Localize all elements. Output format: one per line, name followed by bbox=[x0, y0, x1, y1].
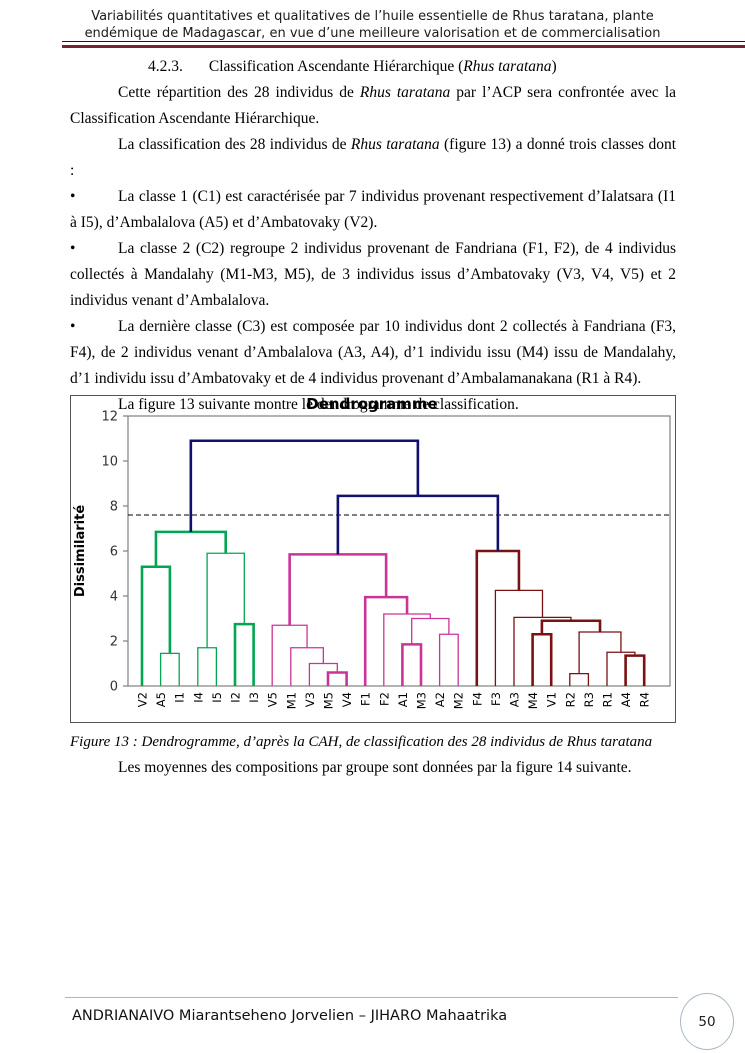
leaf-label: M1 bbox=[284, 692, 298, 709]
leaf-label: M2 bbox=[452, 692, 466, 709]
paragraph-classes: La classification des 28 individus de Rh… bbox=[70, 136, 676, 179]
y-tick-label: 10 bbox=[101, 455, 118, 470]
leaf-label: R2 bbox=[563, 692, 577, 707]
leaf-label: A1 bbox=[396, 692, 410, 707]
dendrogram-branch bbox=[531, 632, 553, 686]
leaf-label: M3 bbox=[415, 692, 429, 709]
leaf-label: I4 bbox=[191, 692, 205, 703]
leaf-label: V5 bbox=[266, 692, 280, 707]
dendrogram-figure: 0 2 4 6 8 10 12 Dendrogramme Dissimilarité V2 A5 I1… bbox=[70, 395, 676, 723]
plot-border bbox=[127, 415, 671, 687]
section-heading: 4.2.3. Classification Ascendante Hiérarch… bbox=[148, 54, 676, 80]
leaf-label: A4 bbox=[619, 692, 633, 707]
leaf-label: A5 bbox=[154, 692, 168, 707]
paragraph-figure-lead: La figure 13 suivante montre le dendrogr… bbox=[118, 396, 519, 413]
dendrogram-branch bbox=[624, 654, 646, 686]
leaf-label: R1 bbox=[601, 692, 615, 707]
footer-divider bbox=[65, 997, 678, 998]
leaf-label: F4 bbox=[470, 692, 484, 706]
dendrogram-branch bbox=[475, 549, 521, 686]
dendrogram-branch bbox=[288, 553, 388, 626]
paragraph-intro: Cette répartition des 28 individus de Rh… bbox=[70, 84, 677, 127]
dendrogram-branch bbox=[159, 652, 180, 686]
leaf-label: F3 bbox=[489, 692, 503, 706]
dendrogram-branch bbox=[290, 647, 324, 686]
page-number-badge: 50 bbox=[680, 993, 734, 1050]
footer-author: ANDRIANAIVO Miarantseheno Jorvelien – JI… bbox=[72, 1008, 508, 1024]
dendrogram-branch bbox=[569, 672, 590, 686]
header-rule-thin bbox=[62, 41, 745, 42]
bullet-class-2-text: La classe 2 (C2) regroupe 2 individus pr… bbox=[70, 240, 676, 309]
header-rule-thick bbox=[62, 45, 745, 49]
y-tick-label: 2 bbox=[110, 635, 118, 650]
dendrogram-branch bbox=[197, 647, 218, 686]
figure-caption: Figure 13 : Dendrogramme, d’après la CAH… bbox=[70, 734, 653, 750]
leaf-label: V4 bbox=[340, 692, 354, 707]
bullet-class-3: • La dernière classe (C3) est composée pa… bbox=[70, 314, 676, 392]
y-tick-label: 4 bbox=[110, 590, 118, 605]
leaf-label: I5 bbox=[210, 692, 224, 703]
header-line-1: Variabilités quantitatives et qualitativ… bbox=[91, 9, 654, 24]
y-tick-label: 6 bbox=[110, 545, 118, 560]
dendrogram-branch bbox=[363, 595, 409, 686]
leaf-label: I3 bbox=[247, 692, 261, 703]
leaf-label: I1 bbox=[173, 692, 187, 703]
dendrogram-branch bbox=[189, 439, 420, 532]
page-number: 50 bbox=[698, 1013, 716, 1030]
dendrogram-branch bbox=[383, 613, 431, 686]
leaf-label: R3 bbox=[582, 692, 596, 707]
bullet-class-1: • La classe 1 (C1) est caractérisée par 7… bbox=[70, 184, 676, 236]
leaf-label: V2 bbox=[136, 692, 150, 707]
dendrogram-branch bbox=[271, 624, 308, 686]
leaf-label: F1 bbox=[359, 692, 373, 706]
dendrogram-branch bbox=[308, 662, 338, 686]
section-title: Classification Ascendante Hiérarchique (… bbox=[208, 58, 557, 75]
leaf-label: R4 bbox=[638, 692, 652, 707]
dendrogram-branch bbox=[233, 622, 255, 686]
leaf-label: I2 bbox=[229, 692, 243, 703]
dendrogram-branch bbox=[336, 494, 500, 555]
dendrogram-branch bbox=[140, 565, 172, 686]
y-tick-label: 0 bbox=[110, 680, 118, 695]
dendrogram-branch bbox=[206, 552, 245, 648]
bullet-class-1-text: La classe 1 (C1) est caractérisée par 7 … bbox=[70, 188, 676, 231]
running-header: Variabilités quantitatives et qualitativ… bbox=[0, 8, 745, 42]
leaf-label: M5 bbox=[322, 692, 336, 709]
bullet-class-2: • La classe 2 (C2) regroupe 2 individus p… bbox=[70, 236, 676, 314]
leaf-label: V3 bbox=[303, 692, 317, 707]
y-tick-label: 12 bbox=[101, 410, 118, 425]
body-content: 4.2.3. Classification Ascendante Hiérarch… bbox=[70, 54, 676, 418]
leaf-label: V1 bbox=[545, 692, 559, 707]
bullet-class-3-text: La dernière classe (C3) est composée par… bbox=[70, 318, 676, 387]
chart-title: Dendrogramme bbox=[306, 395, 437, 413]
dendrogram-branch bbox=[438, 633, 459, 686]
y-axis-label: Dissimilarité bbox=[73, 505, 88, 597]
dendrogram-branch bbox=[494, 589, 544, 686]
dendrogram-svg: 0 2 4 6 8 10 12 Dendrogramme Dissimilarité V2 A5 I1… bbox=[70, 395, 676, 723]
section-number: 4.2.3. bbox=[148, 58, 183, 75]
dendrogram-branch bbox=[326, 671, 348, 686]
figure-border bbox=[70, 395, 676, 723]
paragraph-after-figure: Les moyennes des compositions par groupe… bbox=[118, 759, 632, 776]
bullet-marker: • bbox=[70, 240, 76, 257]
dendrogram-branch bbox=[401, 643, 423, 686]
bullet-marker: • bbox=[70, 318, 76, 335]
y-tick-label: 8 bbox=[110, 500, 118, 515]
bullet-marker: • bbox=[70, 188, 76, 205]
header-line-2: endémique de Madagascar, en vue d’une me… bbox=[84, 26, 661, 41]
dendrogram-branch bbox=[154, 530, 227, 567]
dendrogram-branch bbox=[411, 617, 450, 645]
leaf-label: A2 bbox=[433, 692, 447, 707]
leaf-label: A3 bbox=[508, 692, 522, 707]
dendrogram-branch bbox=[606, 651, 636, 686]
leaf-label: M4 bbox=[526, 692, 540, 709]
leaf-label: F2 bbox=[377, 692, 391, 706]
